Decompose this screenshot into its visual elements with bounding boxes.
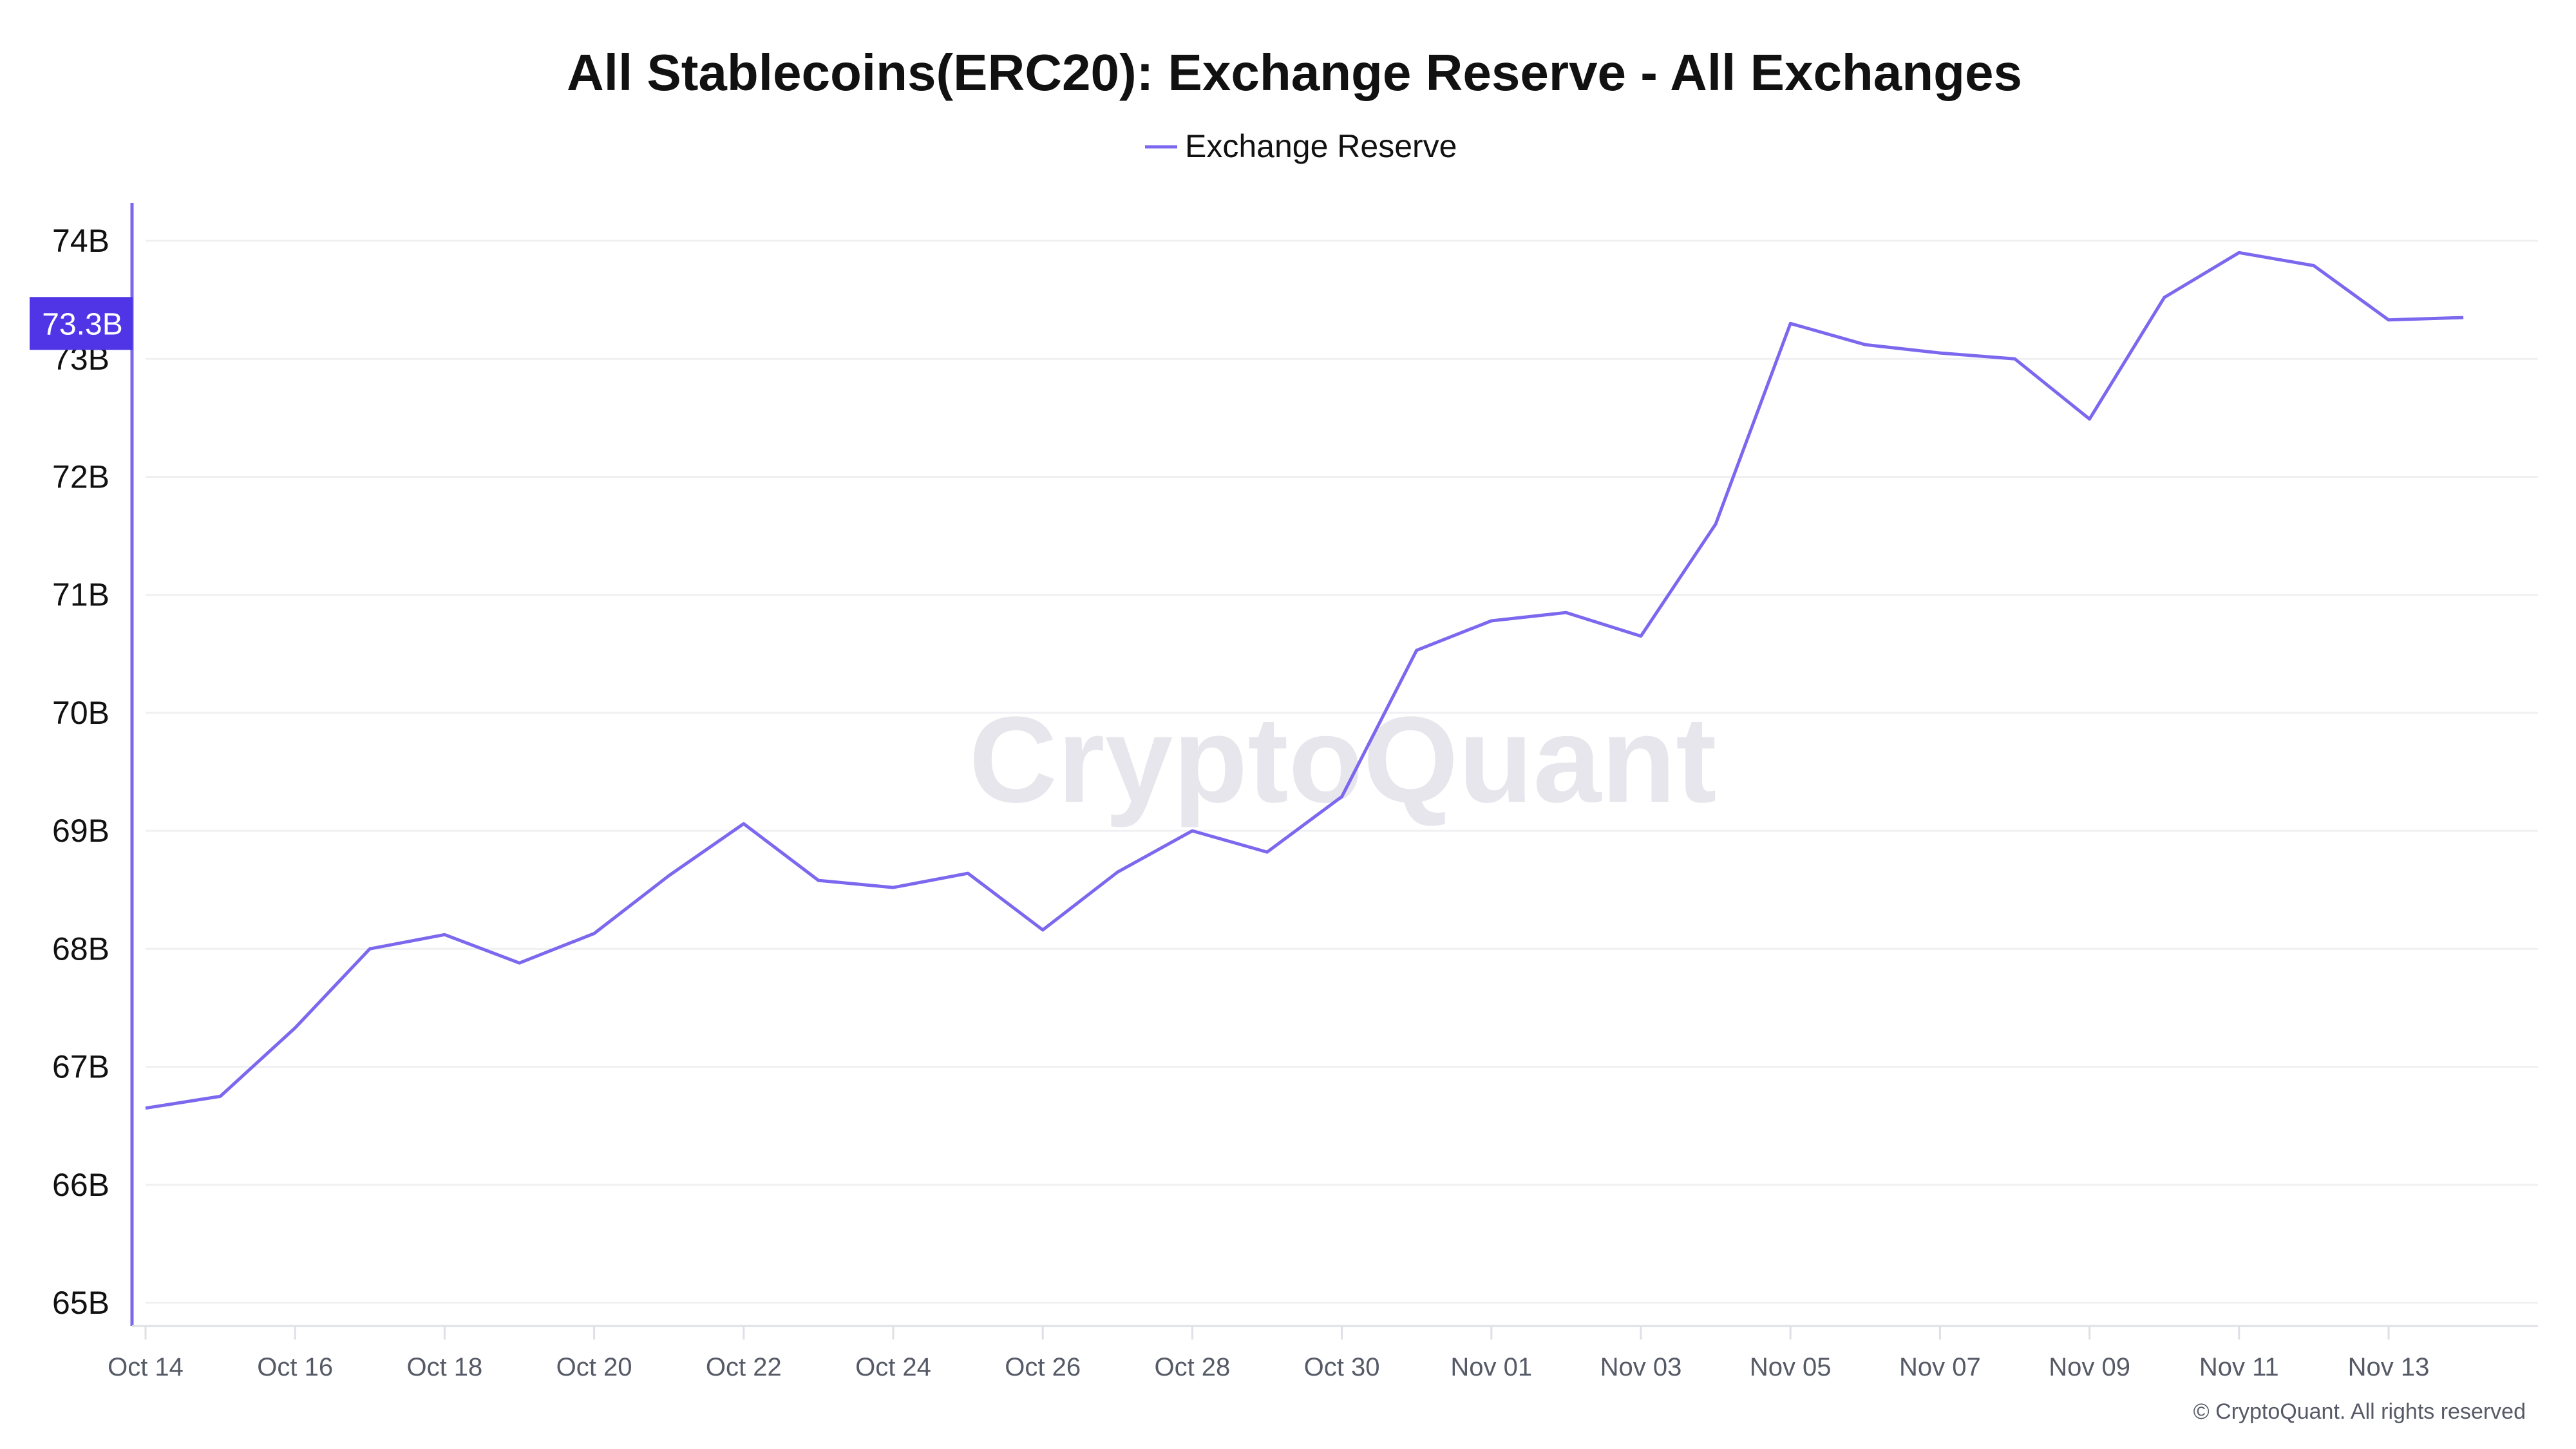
- y-tick-label: 70B: [52, 695, 109, 731]
- x-tick-label: Nov 07: [1899, 1353, 1981, 1381]
- data-point[interactable]: [1938, 351, 1942, 355]
- x-tick-label: Oct 30: [1304, 1353, 1380, 1381]
- y-tick-label: 69B: [52, 813, 109, 849]
- current-value-badge: 73.3B: [30, 297, 133, 350]
- current-value-label: 73.3B: [42, 307, 122, 341]
- x-tick-label: Nov 05: [1750, 1353, 1832, 1381]
- data-point[interactable]: [2163, 296, 2166, 299]
- y-tick-label: 67B: [52, 1049, 109, 1085]
- y-tick-label: 68B: [52, 931, 109, 967]
- data-point[interactable]: [218, 1094, 222, 1098]
- data-point[interactable]: [667, 874, 671, 878]
- data-point[interactable]: [2237, 251, 2241, 254]
- x-tick-label: Nov 13: [2348, 1353, 2430, 1381]
- data-point[interactable]: [1863, 343, 1867, 346]
- y-tick-label: 65B: [52, 1285, 109, 1321]
- x-tick-label: Oct 16: [257, 1353, 333, 1381]
- data-point[interactable]: [144, 1106, 147, 1110]
- data-point[interactable]: [817, 878, 820, 882]
- data-point[interactable]: [2461, 316, 2465, 319]
- data-point[interactable]: [1639, 634, 1643, 638]
- series-line-exchange-reserve: [145, 251, 2464, 1110]
- x-tick-label: Oct 20: [556, 1353, 632, 1381]
- data-point[interactable]: [742, 822, 746, 826]
- data-point[interactable]: [1190, 829, 1194, 833]
- y-tick-label: 66B: [52, 1167, 109, 1203]
- x-tick-label: Nov 01: [1450, 1353, 1532, 1381]
- x-tick-label: Oct 28: [1154, 1353, 1230, 1381]
- data-point[interactable]: [1415, 649, 1419, 652]
- data-point[interactable]: [592, 932, 596, 936]
- data-point[interactable]: [368, 947, 372, 951]
- y-tick-label: 74B: [52, 223, 109, 259]
- data-point[interactable]: [1115, 870, 1119, 874]
- data-point[interactable]: [2088, 417, 2092, 421]
- watermark: CryptoQuant: [969, 692, 1716, 828]
- legend[interactable]: Exchange Reserve: [1145, 128, 1457, 164]
- data-point[interactable]: [442, 933, 446, 936]
- x-tick-label: Nov 11: [2199, 1353, 2279, 1381]
- y-tick-label: 72B: [52, 459, 109, 495]
- data-point[interactable]: [1564, 611, 1568, 614]
- data-point[interactable]: [2312, 263, 2316, 267]
- data-point[interactable]: [1714, 522, 1718, 526]
- x-tick-label: Nov 09: [2049, 1353, 2130, 1381]
- data-point[interactable]: [1265, 850, 1269, 854]
- data-point[interactable]: [293, 1026, 297, 1030]
- copyright: © CryptoQuant. All rights reserved: [2193, 1399, 2526, 1424]
- chart-title: All Stablecoins(ERC20): Exchange Reserve…: [567, 44, 2022, 101]
- data-point[interactable]: [2013, 357, 2017, 361]
- legend-label: Exchange Reserve: [1185, 128, 1457, 164]
- x-tick-label: Nov 03: [1600, 1353, 1682, 1381]
- data-point[interactable]: [1340, 795, 1344, 799]
- data-point[interactable]: [891, 886, 895, 889]
- data-point[interactable]: [518, 961, 522, 965]
- x-tick-label: Oct 26: [1005, 1353, 1081, 1381]
- x-tick-label: Oct 24: [855, 1353, 931, 1381]
- x-tick-label: Oct 18: [406, 1353, 482, 1381]
- x-tick-label: Oct 14: [108, 1353, 184, 1381]
- data-point[interactable]: [2387, 318, 2391, 322]
- data-point[interactable]: [1041, 928, 1045, 932]
- data-point[interactable]: [1490, 619, 1493, 623]
- x-tick-label: Oct 22: [706, 1353, 782, 1381]
- data-point[interactable]: [966, 871, 970, 875]
- y-tick-label: 71B: [52, 577, 109, 613]
- data-point[interactable]: [1788, 321, 1792, 325]
